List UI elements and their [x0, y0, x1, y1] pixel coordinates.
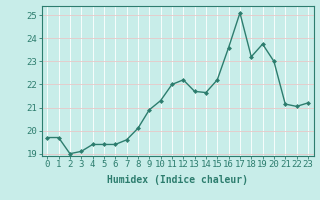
X-axis label: Humidex (Indice chaleur): Humidex (Indice chaleur) — [107, 175, 248, 185]
